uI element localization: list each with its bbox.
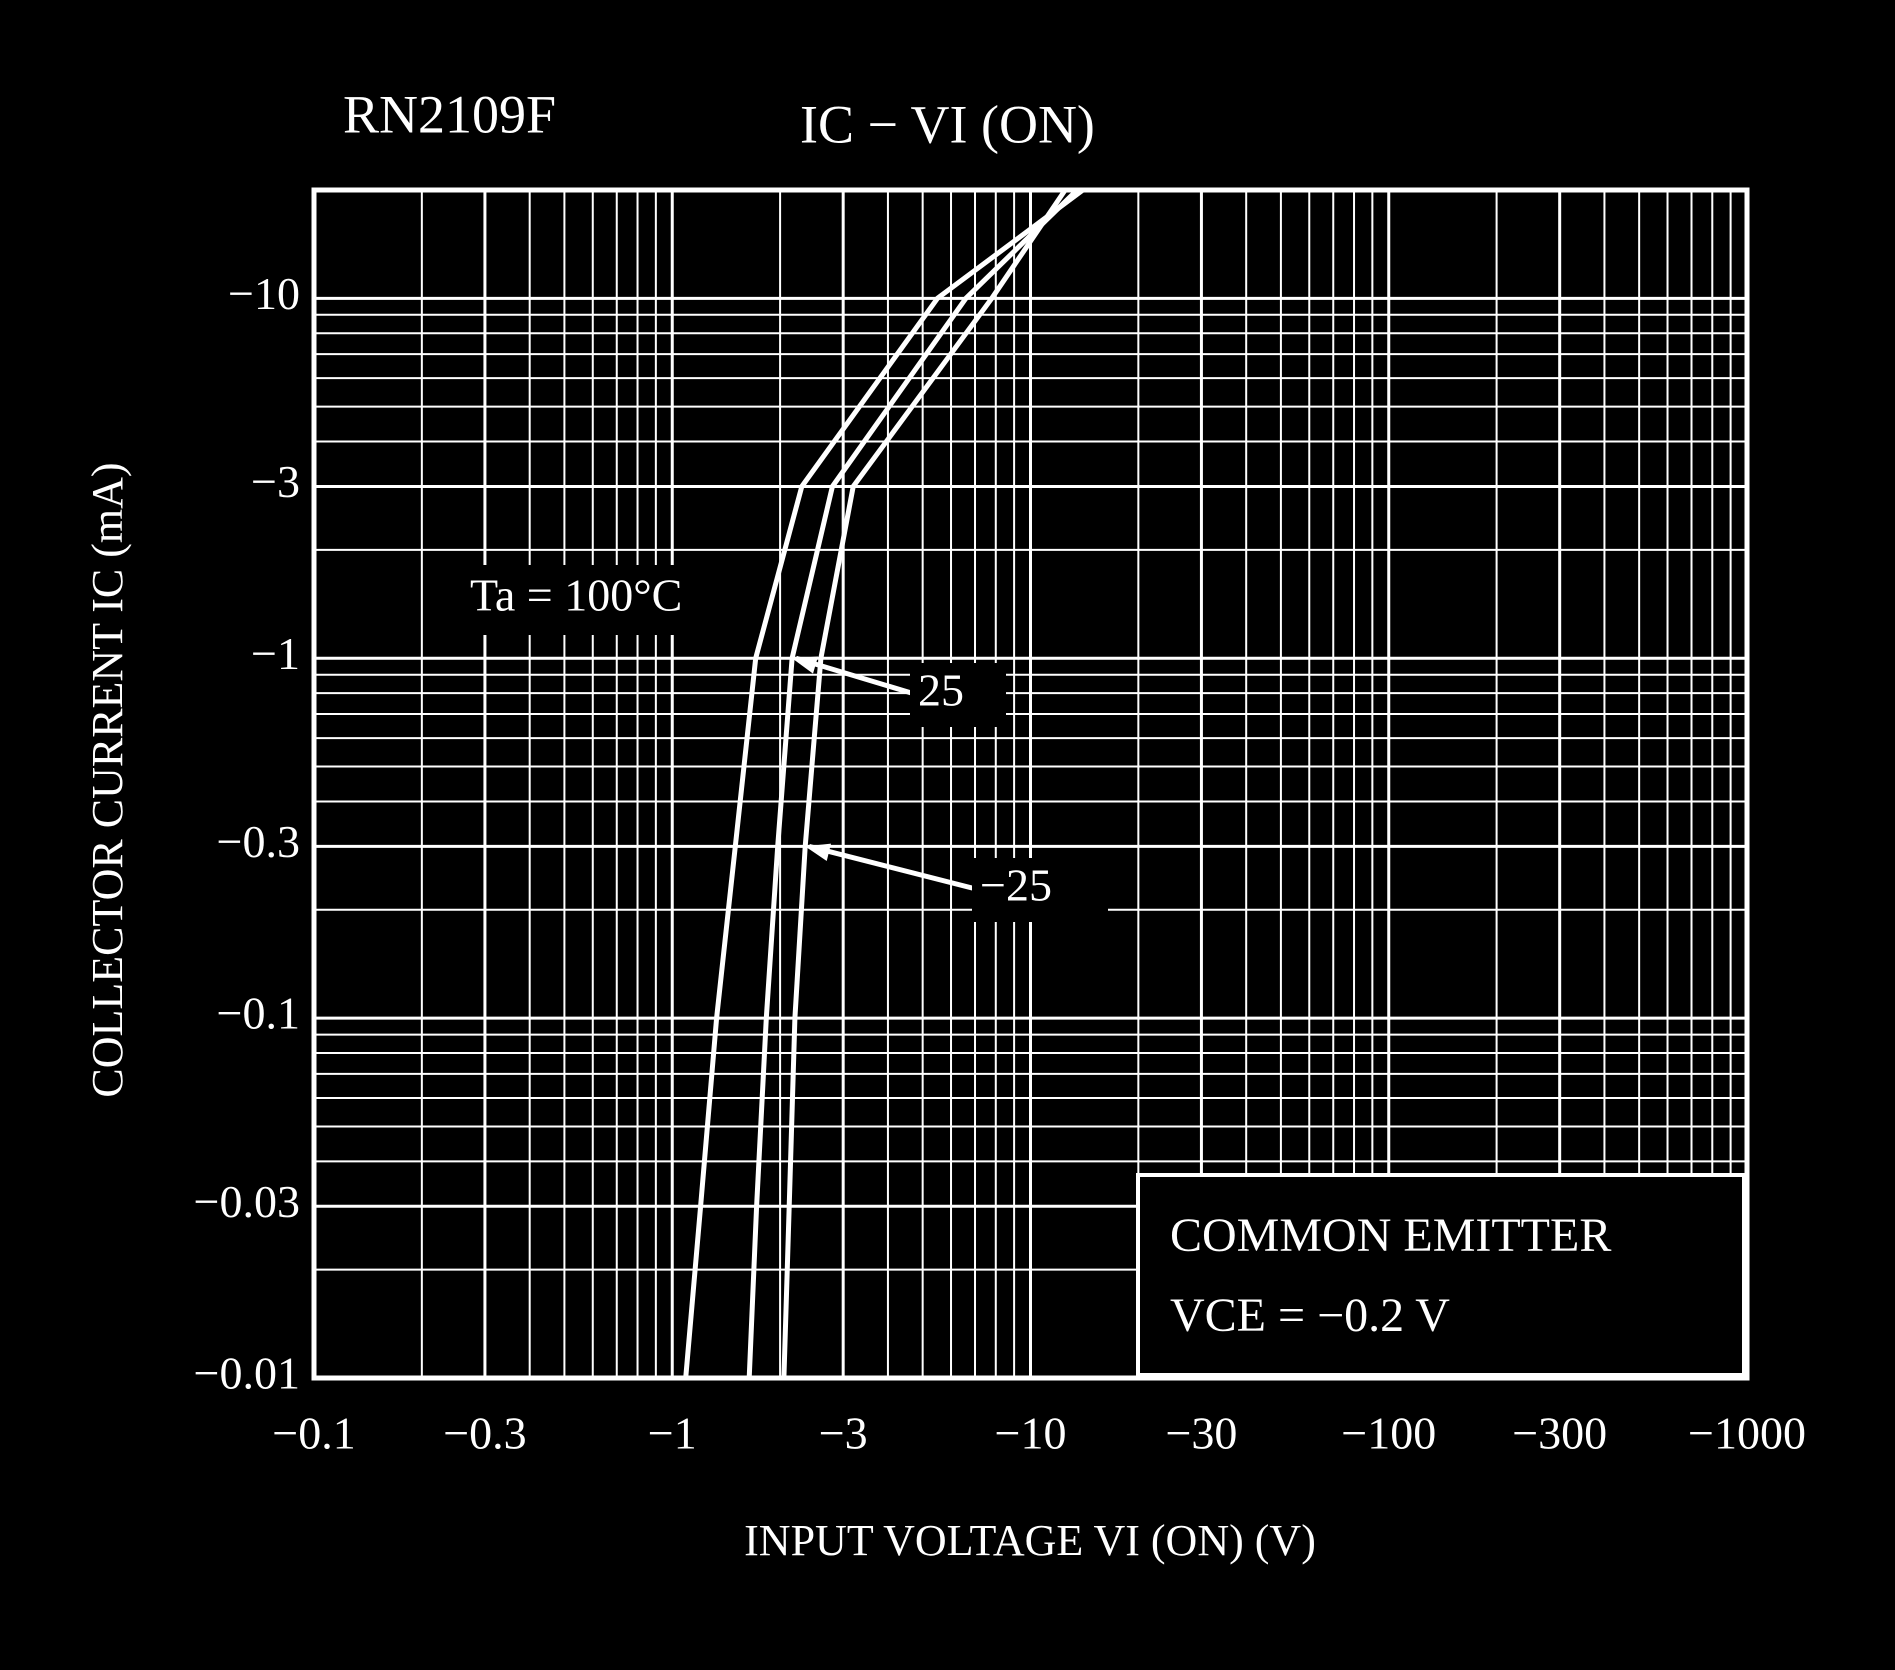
x-tick-label: −300 bbox=[1512, 1408, 1607, 1459]
x-tick-label: −0.1 bbox=[272, 1408, 355, 1459]
series-label: −25 bbox=[980, 860, 1052, 911]
x-axis-label: INPUT VOLTAGE VI (ON) (V) bbox=[744, 1516, 1316, 1565]
x-tick-label: −30 bbox=[1165, 1408, 1237, 1459]
series-label: Ta = 100°C bbox=[470, 570, 682, 621]
annotation: VCE = −0.2 V bbox=[1170, 1289, 1450, 1342]
series-label: 25 bbox=[918, 665, 964, 716]
chart-title: RN2109F bbox=[343, 84, 556, 144]
chart-subtitle: IC − VI (ON) bbox=[800, 94, 1095, 154]
label-arrow bbox=[795, 655, 919, 698]
x-tick-label: −100 bbox=[1341, 1408, 1436, 1459]
x-tick-label: −1000 bbox=[1688, 1408, 1806, 1459]
y-tick-label: −3 bbox=[251, 456, 300, 507]
label-box bbox=[910, 663, 1006, 727]
x-tick-label: −1 bbox=[648, 1408, 697, 1459]
y-tick-label: −0.01 bbox=[194, 1348, 300, 1399]
y-tick-label: −1 bbox=[251, 628, 300, 679]
annotation-box bbox=[1136, 1173, 1746, 1377]
x-tick-label: −0.3 bbox=[443, 1408, 526, 1459]
y-tick-label: −0.03 bbox=[194, 1176, 300, 1227]
series-line bbox=[781, 190, 1068, 1378]
y-axis-label: COLLECTOR CURRENT IC (mA) bbox=[83, 462, 132, 1097]
x-tick-label: −3 bbox=[819, 1408, 868, 1459]
annotation: COMMON EMITTER bbox=[1170, 1209, 1611, 1262]
series-line bbox=[683, 190, 1085, 1378]
labels: −0.1 −0.3 −1 −3 −10 −30 −100 −300 −1000 −10 −3 −1 −0… bbox=[194, 268, 1806, 1459]
label-box bbox=[972, 858, 1108, 922]
arrow-head bbox=[805, 843, 832, 861]
arrow-head bbox=[792, 656, 819, 674]
label-box bbox=[462, 565, 758, 635]
curves bbox=[683, 190, 1085, 1378]
x-tick-label: −10 bbox=[995, 1408, 1067, 1459]
y-tick-label: −0.3 bbox=[217, 816, 300, 867]
series-line bbox=[746, 190, 1079, 1378]
y-tick-label: −0.1 bbox=[217, 988, 300, 1039]
label-arrow bbox=[808, 843, 981, 893]
y-tick-label: −10 bbox=[228, 268, 300, 319]
plot-frame bbox=[311, 187, 1750, 1381]
